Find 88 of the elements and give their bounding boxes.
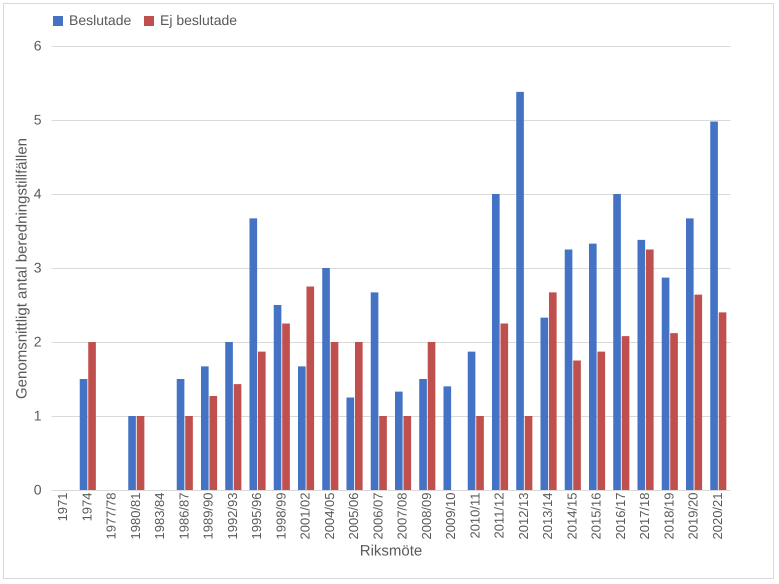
x-tick-label: 1998/99 [273,492,288,540]
x-tick-label: 2012/13 [516,492,531,540]
bar [234,384,242,490]
bar [588,244,597,490]
bar [185,416,193,490]
x-axis-title: Riksmöte [360,542,422,560]
x-tick-label: 2019/20 [686,492,701,540]
bar [370,292,378,490]
bar [637,240,646,490]
x-tick-label: 1986/87 [176,492,192,540]
x-tick-label: 2016/17 [612,492,628,540]
bar [225,342,233,490]
bar [443,386,452,490]
bar [622,336,630,490]
bar [88,342,96,490]
bar [80,379,88,490]
bar [476,416,484,490]
bar [306,286,314,490]
bar [322,268,330,490]
x-tick-label: 1995/96 [249,492,264,540]
x-tick-label: 2013/14 [540,492,556,540]
x-tick-label: 2007/08 [394,492,410,540]
bar [710,121,718,490]
y-tick-label: 0 [34,482,42,498]
bar [176,379,184,490]
x-tick-label: 2005/06 [346,492,362,540]
bar [646,250,654,490]
x-tick-label: 2010/11 [467,492,482,539]
bar [492,194,500,490]
bar [403,416,412,490]
bar [209,396,218,490]
bar [330,342,338,490]
x-tick-label: 2001/02 [298,492,313,540]
bar [540,318,548,490]
x-tick-label: 1989/90 [200,492,216,540]
bar [468,352,476,490]
x-tick-label: 1983/84 [152,492,168,540]
bar [564,250,572,490]
bar [282,324,290,490]
x-tick-label: 2018/19 [661,492,676,540]
x-tick-label: 1977/78 [104,492,119,540]
legend-label: Beslutade [69,12,132,28]
y-tick-label: 1 [34,408,42,424]
x-tick-label: 2011/12 [492,492,507,539]
x-tick-label: 2020/21 [710,492,725,540]
y-tick-label: 3 [34,260,42,276]
bar [573,360,581,490]
x-tick-label: 2015/16 [588,492,604,540]
x-tick-label: 1992/93 [224,492,240,540]
bar [298,366,306,490]
bar [394,392,403,490]
bar [379,416,387,490]
bar [200,366,209,490]
x-tick-label: 2017/18 [637,492,652,540]
bar [694,294,702,490]
bar [500,324,508,490]
bar [686,218,694,490]
x-tick-label: 1974 [79,492,94,522]
bar [718,312,726,490]
bar [662,278,670,490]
x-tick-label: 2006/07 [370,492,386,540]
y-tick-label: 6 [34,38,42,54]
bar [128,416,136,490]
bar [516,92,524,490]
bar [258,352,266,490]
x-tick-label: 2004/05 [322,492,337,540]
y-tick-label: 4 [34,186,42,202]
y-tick-label: 2 [34,334,42,350]
legend-label: Ej beslutade [160,12,238,28]
bar [249,218,258,490]
bar [597,352,606,490]
bar [428,342,436,490]
bar [274,305,282,490]
x-tick-label: 1971 [55,492,70,522]
x-tick-label: 2009/10 [443,492,458,540]
bar [670,333,678,490]
bar [613,194,621,490]
y-tick-label: 5 [34,112,42,128]
x-tick-label: 2008/09 [418,492,434,540]
x-tick-label: 2014/15 [564,492,580,540]
y-axis-title: Genomsnittligt antal beredningstillfällen [14,138,31,399]
x-tick-label: 1980/81 [128,492,143,540]
bar [136,416,144,490]
bar [524,416,532,490]
bar [548,292,557,490]
bar [346,398,354,490]
bar [354,342,363,490]
bar [419,379,427,490]
